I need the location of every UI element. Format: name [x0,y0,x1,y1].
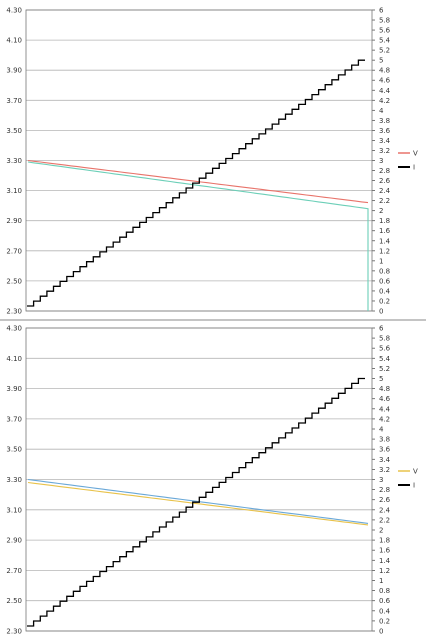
y-left-tick-label: 2.50 [6,597,22,605]
series-line-0 [27,481,369,526]
y-right-tick-label: 2.4 [379,506,391,514]
y-right-tick-label: 5.8 [379,17,390,25]
y-left-tick-label: 3.90 [6,385,22,393]
y-left-tick-label: 3.90 [6,67,22,75]
y-left-tick-label: 2.90 [6,537,22,545]
y-right-tick-label: 6 [379,325,384,333]
y-left-tick-label: 3.70 [6,97,22,105]
y-right-tick-label: 3.6 [379,446,391,454]
y-right-tick-label: 3.4 [379,456,391,464]
y-right-tick-label: 5.2 [379,47,390,55]
y-left-tick-label: 2.90 [6,217,22,225]
legend-label: V [413,150,418,158]
y-right-tick-label: 1.2 [379,567,390,575]
y-right-tick-label: 3.2 [379,466,390,474]
legend-label: V [413,468,418,476]
y-right-tick-label: 0.6 [379,597,391,605]
y-right-tick-label: 0.2 [379,617,390,625]
chart-top: 4.30 4.10 3.90 3.70 3.50 3.30 3.10 2.90 2.70 2.50… [6,7,418,316]
y-right-tick-label: 1 [379,257,383,265]
y-right-tick-label: 3.2 [379,147,390,155]
y-left-tick-label: 3.50 [6,127,22,135]
y-left-tick-label: 3.10 [6,187,22,195]
y-right-tick-label: 5 [379,375,383,383]
y-right-tick-label: 5 [379,57,383,65]
y-left-tick-label: 2.30 [6,628,22,636]
y-right-tick-label: 1.8 [379,537,390,545]
y-left-tick-label: 3.30 [6,157,22,165]
y-left-tick-label: 3.10 [6,506,22,514]
series-line-1 [27,478,369,524]
y-right-tick-label: 1.4 [379,237,391,245]
y-right-tick-label: 1.4 [379,557,391,565]
y-right-tick-label: 5.2 [379,365,390,373]
y-right-tick-label: 4.2 [379,97,390,105]
series-line-1 [27,161,369,311]
y-left-tick-label: 4.10 [6,37,22,45]
y-right-tick-label: 1.6 [379,547,391,555]
y-right-tick-label: 1.8 [379,217,390,225]
y-left-tick-label: 4.30 [6,325,22,333]
y-right-tick-label: 0.6 [379,277,391,285]
y-right-tick-label: 2.2 [379,516,390,524]
y-right-tick-label: 6 [379,7,384,15]
y-right-tick-label: 1.6 [379,227,391,235]
plot-frame [25,9,373,312]
y-right-tick-label: 0.2 [379,297,390,305]
y-right-tick-label: 3 [379,157,383,165]
y-right-tick-label: 3.4 [379,137,391,145]
y-right-tick-label: 0 [379,308,383,316]
y-right-tick-label: 5.8 [379,335,390,343]
y-right-tick-label: 2.8 [379,167,390,175]
y-right-tick-label: 0.4 [379,287,391,295]
y-right-tick-label: 2.4 [379,187,391,195]
y-right-tick-label: 0.4 [379,607,391,615]
series-line-i [27,377,365,627]
y-right-tick-label: 5.6 [379,345,391,353]
y-right-tick-label: 2 [379,207,383,215]
y-right-tick-label: 4 [379,107,384,115]
y-right-tick-label: 2 [379,527,383,535]
series-line-0 [27,159,369,204]
y-right-tick-label: 3.8 [379,117,390,125]
y-left-tick-label: 2.70 [6,567,22,575]
y-right-tick-label: 5.4 [379,355,391,363]
y-right-tick-label: 5.6 [379,27,391,35]
y-right-tick-label: 5.4 [379,37,391,45]
y-right-tick-label: 3.8 [379,436,390,444]
y-right-tick-label: 1 [379,577,383,585]
y-right-tick-label: 1.2 [379,247,390,255]
y-right-tick-label: 4.8 [379,67,390,75]
y-right-tick-label: 4.4 [379,405,391,413]
y-right-tick-label: 2.6 [379,177,391,185]
y-right-tick-label: 0 [379,628,383,636]
y-right-tick-label: 2.2 [379,197,390,205]
y-right-tick-label: 3.6 [379,127,391,135]
y-left-tick-label: 2.70 [6,247,22,255]
y-right-tick-label: 4 [379,426,384,434]
y-right-tick-label: 4.4 [379,87,391,95]
chart-bottom: 4.30 4.10 3.90 3.70 3.50 3.30 3.10 2.90 2.70 2.50… [6,325,418,636]
y-right-tick-label: 4.8 [379,385,390,393]
y-left-tick-label: 3.50 [6,446,22,454]
series-line-i [27,59,365,307]
y-right-tick-label: 2.6 [379,496,391,504]
y-left-tick-label: 4.10 [6,355,22,363]
y-left-tick-label: 3.70 [6,415,22,423]
y-right-tick-label: 2.8 [379,486,390,494]
y-left-tick-label: 4.30 [6,7,22,15]
y-right-tick-label: 0.8 [379,587,390,595]
legend-label: I [413,482,415,490]
plot-frame [25,327,373,632]
y-left-tick-label: 3.30 [6,476,22,484]
y-right-tick-label: 0.8 [379,267,390,275]
legend-label: I [413,164,415,172]
y-left-tick-label: 2.50 [6,277,22,285]
y-right-tick-label: 3 [379,476,383,484]
y-right-tick-label: 4.2 [379,415,390,423]
y-left-tick-label: 2.30 [6,308,22,316]
y-right-tick-label: 4.6 [379,395,391,403]
y-right-tick-label: 4.6 [379,77,391,85]
